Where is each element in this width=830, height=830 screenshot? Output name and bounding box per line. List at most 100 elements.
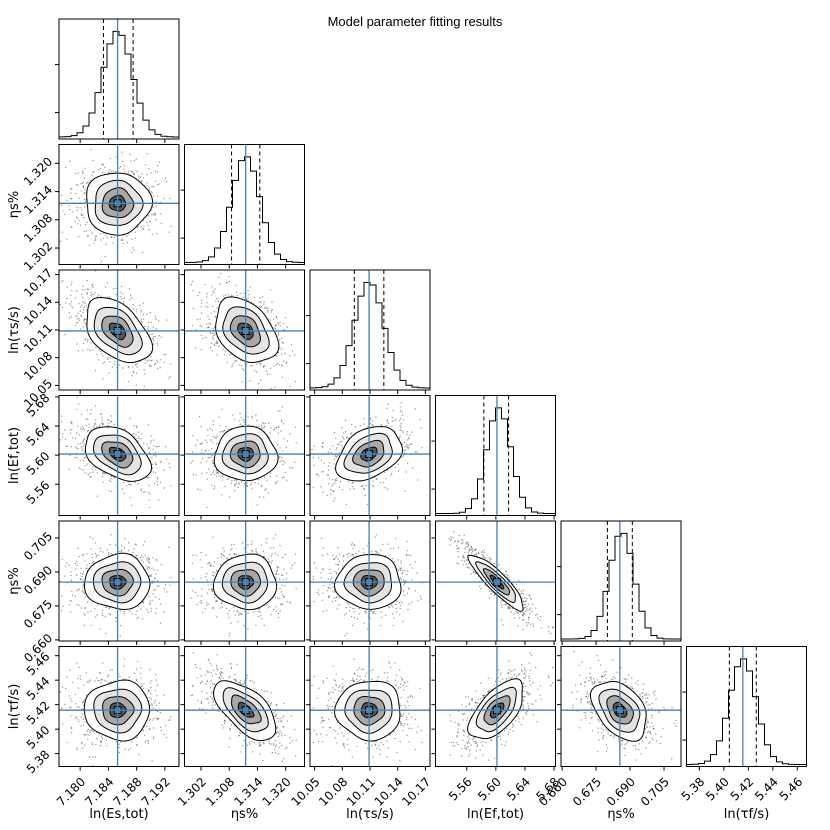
x-tick-label: 5.60 [475,775,504,804]
panel-3-2 [306,395,431,520]
x-tick-label: 7.192 [139,775,173,809]
hist-2 [310,281,430,390]
panel-4-1 [180,520,305,645]
x-tick-label: 10.14 [372,775,406,809]
y-axis-label-3: ln(Ef,tot) [7,427,22,484]
x-tick-label: 0.705 [638,775,672,809]
x-axis-label-1: ηs% [231,807,258,822]
truth-marker [366,579,373,586]
panel-frame [560,646,682,767]
y-tick-label: 5.38 [24,747,53,776]
x-tick-label: 10.11 [344,775,378,809]
x-tick-label: 5.44 [752,775,781,804]
hist-4 [561,532,681,641]
truth-marker [242,579,249,586]
y-tick-label: 1.320 [21,154,55,188]
y-tick-label: 10.17 [21,266,55,300]
panel-frame [184,144,305,265]
x-tick-label: 7.184 [82,775,116,809]
x-tick-label: 10.17 [399,775,433,809]
x-tick-label: 0.675 [570,775,604,809]
hist-5 [686,658,807,767]
y-tick-label: 1.302 [21,239,55,273]
y-axis-label-2: ln(τs/s) [7,306,22,354]
truth-marker [616,707,623,714]
y-tick-label: 0.675 [21,597,55,631]
x-tick-label: 10.08 [316,775,350,809]
y-tick-label: 1.314 [21,183,55,217]
x-tick-label: 5.42 [728,775,757,804]
panel-4-4 [557,520,682,645]
x-tick-label: 0.690 [604,775,638,809]
x-axis-label-4: ηs% [607,807,634,822]
truth-marker [493,579,500,586]
panel-2-1 [180,269,305,394]
x-axis-label-2: ln(τs/s) [346,807,394,822]
x-axis-label-0: ln(Es,tot) [89,807,148,822]
panel-4-3 [431,520,556,645]
y-tick-label: 5.44 [24,674,53,703]
truth-marker [366,707,373,714]
x-tick-label: 5.56 [446,775,475,804]
x-axis-label-3: ln(Ef,tot) [467,807,524,822]
y-tick-label: 10.08 [21,349,55,383]
y-tick-label: 0.705 [21,529,55,563]
panel-frame [58,144,180,265]
y-tick-label: 5.60 [24,449,53,478]
x-tick-label: 5.64 [504,775,533,804]
x-tick-label: 1.308 [203,775,237,809]
panel-3-1 [180,395,305,520]
y-tick-label: 10.14 [21,293,55,327]
y-tick-label: 5.56 [24,478,53,507]
panel-3-3 [431,395,556,520]
panel-frame [686,646,807,767]
panel-5-4: 0.660 0.675 0.690 0.705 [536,646,682,809]
panel-0-0 [55,18,180,143]
x-tick-label: 7.180 [54,775,88,809]
panel-frame [560,520,682,642]
y-tick-label: 5.42 [24,698,53,727]
panel-frame [58,520,180,642]
x-tick-label: 10.05 [288,775,322,809]
truth-marker [242,327,249,334]
y-tick-label: 5.64 [24,420,53,449]
panel-5-5: 5.385.405.425.445.46 [679,646,807,804]
panel-2-2 [306,269,431,394]
x-axis-label-5: ln(τf/s) [724,807,770,822]
truth-marker [493,707,500,714]
y-tick-label: 0.690 [21,563,55,597]
truth-marker [114,200,121,207]
hist-3 [435,407,556,516]
y-axis-label-5: ln(τf/s) [7,684,22,730]
panel-frame [184,520,305,642]
y-axis-label-1: ηs% [7,191,22,218]
hist-1 [184,156,305,265]
x-tick-label: 1.314 [231,775,265,809]
x-tick-label: 5.40 [703,775,732,804]
panel-frame [58,18,180,140]
truth-marker [114,327,121,334]
truth-marker [114,707,121,714]
x-tick-label: 1.302 [175,775,209,809]
y-tick-label: 1.308 [21,211,55,245]
panel-4-2 [306,520,431,645]
panel-1-1 [180,144,305,269]
hist-0 [59,30,179,139]
panel-3-0: 5.565.605.645.68 [24,391,180,520]
truth-marker [114,451,121,458]
x-tick-label: 1.320 [260,775,294,809]
truth-marker [242,451,249,458]
panel-frame [309,269,431,391]
x-tick-label: 5.46 [777,775,806,804]
panel-frame [184,646,305,767]
panel-5-3: 5.56 5.60 5.64 5.68 [431,646,562,804]
x-tick-label: 7.188 [111,775,145,809]
y-axis-label-4: ηs% [7,567,22,594]
chart-title: Model parameter fitting results [328,14,503,29]
y-tick-label: 10.11 [21,321,55,355]
